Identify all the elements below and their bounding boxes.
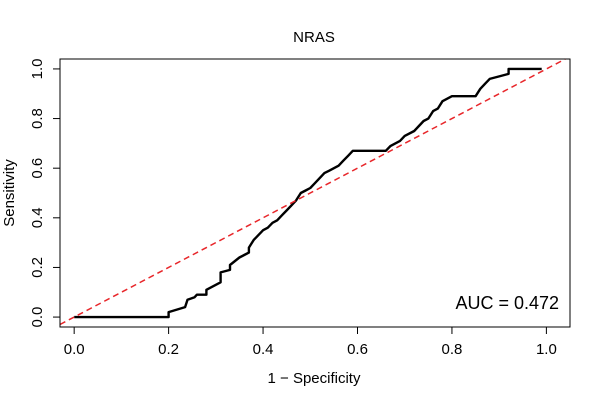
x-tick-label: 0.2	[158, 341, 179, 358]
y-axis: 0.0 0.2 0.4 0.6 0.8 1.0	[29, 58, 61, 328]
y-tick-label: 0.0	[29, 307, 46, 328]
x-tick-label: 0.8	[442, 341, 463, 358]
x-tick-label: 0.6	[347, 341, 368, 358]
plot-area	[59, 58, 566, 326]
x-axis: 0.0 0.2 0.4 0.6 0.8 1.0	[64, 326, 557, 358]
x-axis-title: 1 − Specificity	[268, 370, 361, 387]
roc-curve	[74, 67, 542, 319]
reference-diagonal-line	[59, 58, 566, 326]
y-axis-title: Sensitivity	[1, 159, 18, 227]
x-tick-label: 0.0	[64, 341, 85, 358]
x-tick-label: 1.0	[536, 341, 557, 358]
y-tick-label: 0.2	[29, 257, 46, 278]
y-tick-label: 0.4	[29, 207, 46, 228]
y-tick-label: 0.8	[29, 108, 46, 129]
plot-frame	[59, 58, 571, 328]
auc-annotation: AUC = 0.472	[455, 293, 559, 313]
chart-title: NRAS	[293, 29, 335, 46]
y-tick-label: 1.0	[29, 58, 46, 79]
y-tick-label: 0.6	[29, 158, 46, 179]
x-tick-label: 0.4	[253, 341, 274, 358]
